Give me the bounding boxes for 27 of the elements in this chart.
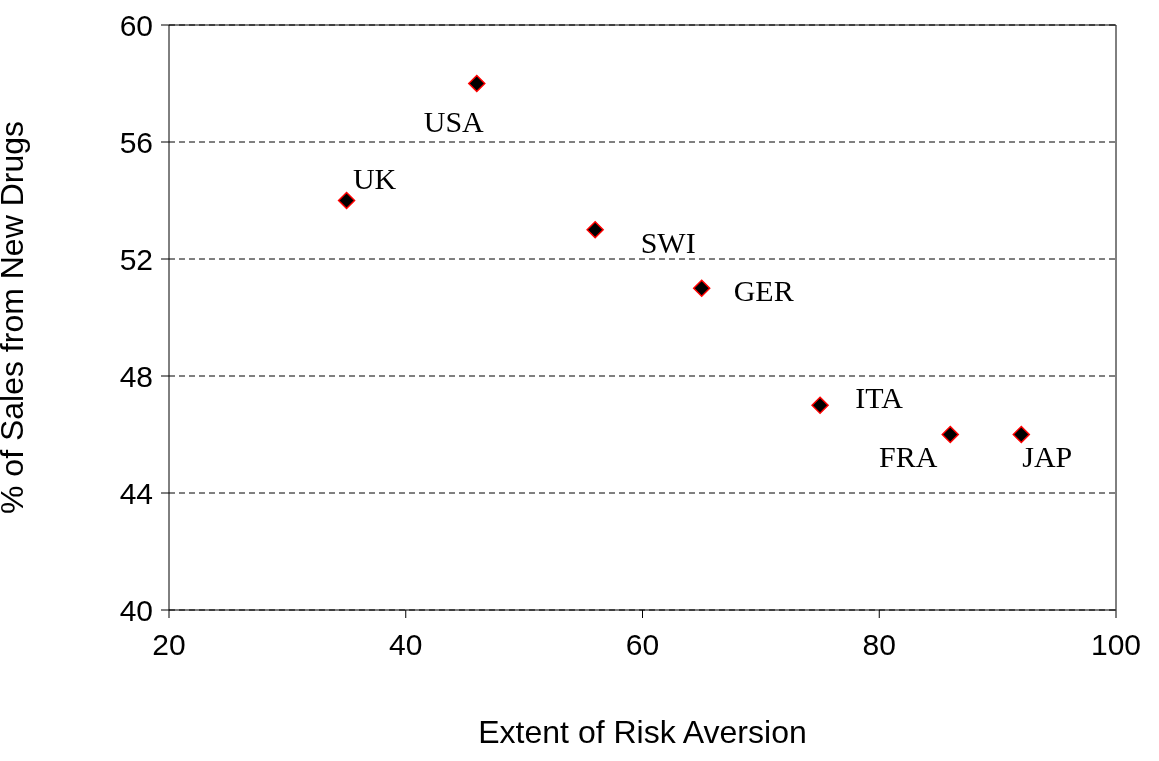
x-axis-title: Extent of Risk Aversion <box>478 714 807 750</box>
y-tick-label: 52 <box>119 242 153 276</box>
point <box>468 74 486 93</box>
annotation: FRA <box>879 440 938 473</box>
x-tick-label: 60 <box>625 628 660 662</box>
point <box>811 396 829 414</box>
point <box>1012 425 1031 444</box>
y-tick-label: 44 <box>119 476 153 510</box>
x-tick-label: 40 <box>389 628 423 662</box>
x-tick-label: 80 <box>862 628 896 662</box>
point <box>586 221 604 239</box>
annotation: JAP <box>1022 440 1073 473</box>
point <box>941 425 960 444</box>
annotation: UK <box>352 162 397 195</box>
annotation: SWI <box>640 226 696 260</box>
annotation: ITA <box>855 380 904 414</box>
x-tick-label: 100 <box>1090 628 1142 662</box>
x-tick-label: 20 <box>152 628 186 662</box>
annotation: GER <box>733 273 794 307</box>
point <box>337 191 356 210</box>
y-tick-label: 60 <box>119 8 153 42</box>
point <box>692 279 711 297</box>
y-tick-label: 48 <box>119 359 153 393</box>
annotation: USA <box>423 105 485 138</box>
y-axis-title: % of Sales from New Drugs <box>0 120 31 515</box>
y-tick-label: 56 <box>119 125 153 159</box>
y-tick-label: 40 <box>119 593 153 627</box>
